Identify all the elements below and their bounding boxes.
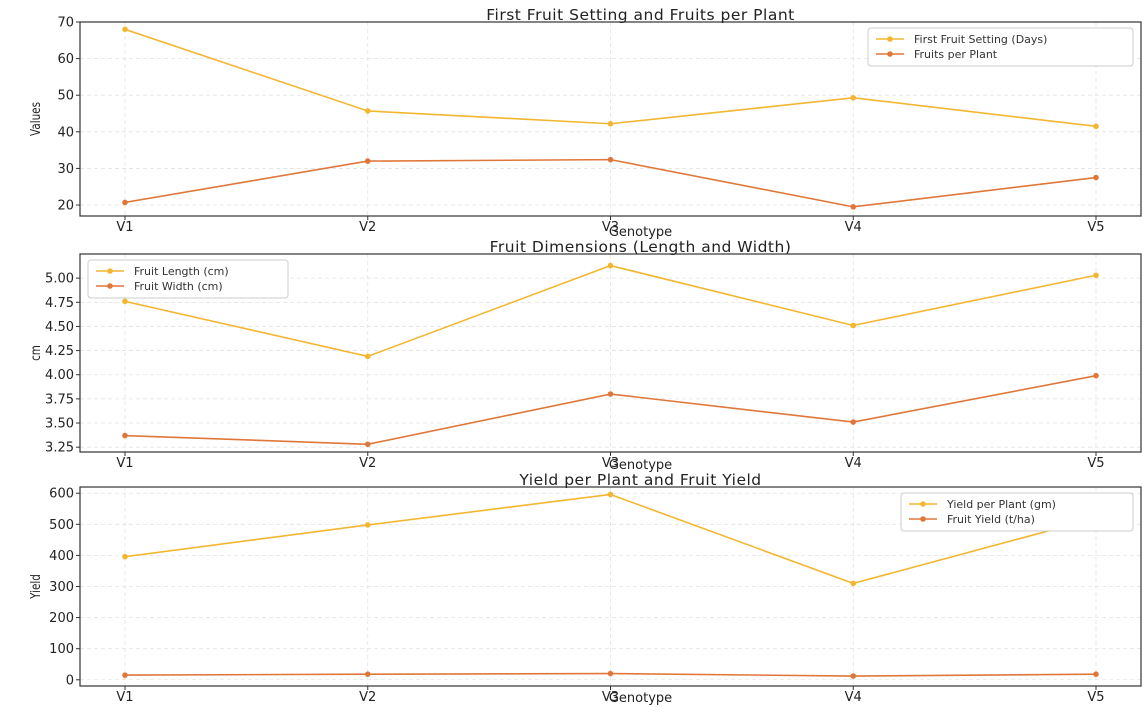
data-point [850, 580, 857, 587]
legend-box [867, 27, 1134, 67]
data-point [1093, 372, 1099, 379]
x-tick-label: V2 [359, 456, 376, 471]
y-tick-label: 5.00 [45, 272, 74, 287]
data-point [1093, 272, 1099, 279]
y-axis-label: Values [28, 102, 43, 136]
x-tick-label: V3 [602, 456, 619, 471]
legend: Fruit Length (cm) Fruit Width (cm) [87, 259, 289, 299]
y-tick-label: 70 [57, 16, 74, 31]
x-tick-label: V2 [359, 220, 376, 235]
y-tick-label: 3.75 [45, 392, 74, 407]
legend-label: Fruit Yield (t/ha) [947, 513, 1035, 526]
legend-swatch-marker [920, 516, 926, 522]
x-axis-label: Genotype [609, 458, 672, 473]
legend-swatch-marker [107, 283, 113, 289]
data-point [1093, 671, 1099, 677]
legend: Yield per Plant (gm) Fruit Yield (t/ha) [900, 492, 1134, 532]
legend-label: Fruit Width (cm) [134, 280, 223, 293]
y-tick-label: 40 [57, 125, 74, 140]
data-point [850, 204, 857, 210]
y-tick-label: 4.50 [45, 320, 74, 335]
legend-label: Fruit Length (cm) [134, 265, 229, 278]
legend-label: Yield per Plant (gm) [946, 498, 1056, 511]
x-axis-label: Genotype [609, 691, 672, 706]
data-point [850, 94, 857, 101]
x-axis-label: Genotype [609, 225, 672, 240]
data-point [850, 673, 857, 679]
data-point [607, 120, 614, 127]
data-point [122, 26, 128, 33]
x-tick-label: V4 [845, 456, 862, 471]
x-tick-label: V3 [602, 220, 619, 235]
x-tick-label: V5 [1087, 456, 1104, 471]
legend-swatch-marker [920, 501, 926, 507]
x-tick-label: V4 [845, 220, 862, 235]
chart-title: First Fruit Setting and Fruits per Plant [486, 6, 794, 24]
x-tick-label: V5 [1087, 220, 1104, 235]
y-tick-label: 4.00 [45, 368, 74, 383]
legend-label: Fruits per Plant [914, 48, 998, 61]
data-point [122, 199, 128, 206]
y-tick-label: 3.25 [45, 441, 74, 456]
x-tick-label: V5 [1087, 690, 1104, 705]
data-point [364, 671, 371, 677]
data-point [364, 522, 371, 528]
legend-swatch-marker [887, 51, 893, 57]
data-point [122, 553, 128, 560]
legend-box [87, 259, 289, 299]
legend: First Fruit Setting (Days) Fruits per Pla… [867, 27, 1134, 67]
y-axis-label: Yield [28, 574, 43, 600]
data-point [607, 491, 614, 498]
chart-title: Fruit Dimensions (Length and Width) [490, 238, 792, 256]
y-tick-label: 4.75 [45, 296, 74, 311]
data-point [122, 672, 128, 678]
y-tick-label: 20 [57, 199, 74, 214]
data-point [850, 322, 857, 329]
y-tick-label: 0 [66, 673, 74, 688]
chart-panel-3: Yield per Plant and Fruit Yield 0 100 200 30… [28, 471, 1142, 706]
legend-label: First Fruit Setting (Days) [914, 33, 1047, 46]
legend-box [900, 492, 1134, 532]
data-point [850, 419, 857, 425]
x-tick-label: V1 [116, 690, 133, 705]
data-point [364, 353, 371, 360]
data-point [607, 156, 614, 163]
y-tick-label: 30 [57, 162, 74, 177]
x-tick-label: V4 [845, 690, 862, 705]
chart-panel-1: First Fruit Setting and Fruits per Plant… [28, 6, 1142, 240]
y-tick-label: 300 [49, 580, 74, 595]
x-tick-label: V2 [359, 690, 376, 705]
legend-swatch-marker [887, 36, 893, 42]
data-point [364, 108, 371, 114]
data-point [122, 298, 128, 305]
y-tick-label: 4.25 [45, 344, 74, 359]
y-tick-label: 200 [49, 611, 74, 626]
chart-panel-2: Fruit Dimensions (Length and Width) 3.25 3… [28, 238, 1142, 473]
data-point [364, 158, 371, 164]
y-tick-label: 600 [49, 487, 74, 502]
data-point [607, 391, 614, 397]
y-axis-label: cm [28, 345, 43, 361]
x-tick-label: V1 [116, 220, 133, 235]
x-tick-label: V1 [116, 456, 133, 471]
data-point [122, 432, 128, 439]
data-point [364, 441, 371, 448]
y-tick-label: 500 [49, 518, 74, 533]
y-tick-label: 60 [57, 52, 74, 67]
chart-title: Yield per Plant and Fruit Yield [518, 471, 761, 489]
y-tick-label: 50 [57, 89, 74, 104]
y-tick-label: 3.50 [45, 417, 74, 432]
x-tick-label: V3 [602, 690, 619, 705]
y-tick-label: 400 [49, 549, 74, 564]
legend-swatch-marker [107, 268, 113, 274]
data-point [607, 670, 614, 677]
y-tick-label: 100 [49, 642, 74, 657]
data-point [607, 262, 614, 269]
data-point [1093, 174, 1099, 181]
data-point [1093, 123, 1099, 130]
